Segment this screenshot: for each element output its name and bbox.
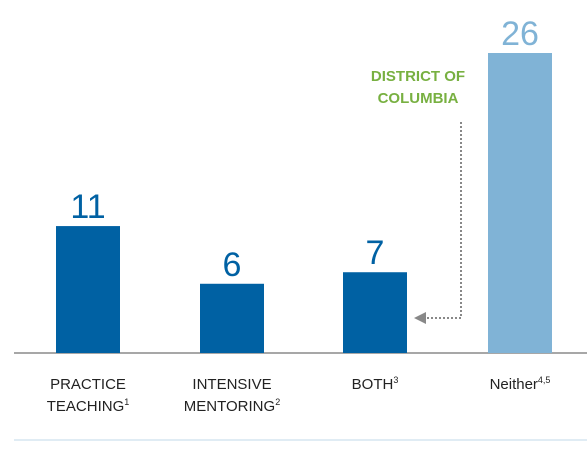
arrow-head — [414, 312, 426, 324]
x-tick-label: BOTH3 — [320, 374, 430, 396]
value-label: 7 — [366, 234, 385, 272]
footnote-ref: 3 — [393, 375, 399, 385]
x-tick-label: PRACTICE TEACHING1 — [38, 374, 138, 418]
category-name: PRACTICE TEACHING — [46, 376, 126, 415]
arrow-line — [424, 122, 462, 319]
footnote-ref: 1 — [124, 397, 130, 407]
value-label: 6 — [223, 246, 242, 284]
category-name: Neither — [489, 376, 538, 393]
bar — [343, 272, 407, 353]
footnote-ref: 4,5 — [537, 375, 551, 385]
category-name: INTENSIVE MENTORING — [183, 376, 276, 415]
value-label: 26 — [501, 15, 539, 53]
bar — [488, 53, 552, 353]
bar — [56, 226, 120, 353]
footnote-ref: 2 — [275, 397, 281, 407]
annotation: DISTRICT OF COLUMBIA — [370, 68, 466, 107]
x-tick-label: Neither4,5 — [465, 374, 575, 396]
category-name: BOTH — [351, 376, 394, 393]
value-label: 11 — [70, 188, 105, 226]
x-tick-label: INTENSIVE MENTORING2 — [182, 374, 282, 418]
bar — [200, 283, 264, 353]
